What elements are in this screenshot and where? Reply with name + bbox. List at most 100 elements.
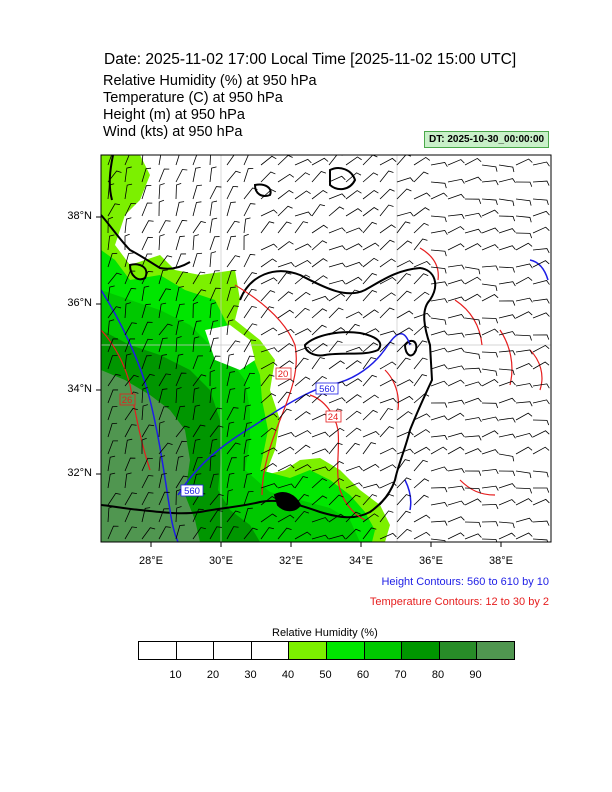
wind-barb	[192, 289, 207, 302]
wind-barb	[498, 228, 516, 234]
wind-barb	[192, 457, 203, 472]
wind-barb	[532, 470, 549, 478]
wind-barb	[124, 322, 137, 336]
wind-barbs	[107, 155, 550, 542]
lat-label-32: 32°N	[67, 467, 92, 479]
wind-barb	[260, 189, 277, 200]
wind-barb	[345, 323, 360, 336]
wind-barb	[481, 164, 498, 172]
wind-barb	[311, 295, 329, 302]
wind-barb	[141, 185, 152, 200]
wind-barb	[158, 442, 173, 455]
wind-barb	[413, 494, 429, 506]
wind-barb	[515, 383, 533, 389]
colorbar-cell	[477, 642, 514, 659]
wind-barb	[362, 309, 379, 319]
wind-barb	[141, 355, 152, 370]
wind-barb	[209, 425, 224, 438]
wind-barb	[243, 355, 255, 370]
wind-barb	[481, 485, 499, 491]
wind-barb	[362, 513, 379, 523]
wind-barb	[345, 378, 363, 387]
height-contour-note: Height Contours: 560 to 610 by 10	[381, 576, 549, 588]
wind-barb	[430, 230, 448, 235]
wind-barb	[243, 187, 258, 200]
wind-barb	[345, 410, 362, 421]
wind-barb	[158, 455, 166, 472]
wind-barb	[311, 157, 329, 166]
wind-barb	[158, 288, 171, 302]
temp-label-1: 20	[278, 369, 289, 380]
wind-barb	[396, 177, 414, 183]
wind-barb	[532, 161, 550, 167]
wind-barb	[532, 180, 550, 186]
wind-barb	[226, 235, 237, 251]
wind-barb	[107, 422, 118, 438]
wind-barb	[277, 343, 294, 353]
wind-barb	[209, 287, 221, 302]
wind-barb	[413, 207, 430, 217]
wind-barb	[124, 270, 136, 285]
wind-barb	[209, 337, 219, 353]
wind-barb	[498, 470, 516, 477]
wind-barb	[532, 361, 550, 370]
wind-barb	[243, 473, 253, 489]
variable-unit: (kts)	[140, 124, 169, 140]
wind-barb	[498, 314, 516, 320]
wind-barb	[464, 243, 482, 251]
wind-barb	[141, 437, 147, 455]
wind-barb	[277, 173, 295, 183]
wind-barb	[362, 394, 379, 404]
wind-barb	[362, 342, 379, 353]
wind-barb	[209, 155, 211, 166]
colorbar-tick-label: 60	[356, 669, 370, 681]
wind-barb	[328, 397, 346, 404]
wind-barb	[226, 489, 234, 506]
wind-barb	[464, 266, 481, 275]
wind-barb	[515, 242, 533, 251]
wind-barb	[311, 357, 325, 370]
wind-barb	[447, 399, 465, 405]
wind-barb	[396, 431, 414, 438]
wind-barb	[430, 435, 448, 441]
wind-barb	[311, 431, 329, 438]
wind-barb	[226, 421, 235, 438]
variable-unit: (%)	[219, 73, 243, 89]
wind-barb	[396, 188, 412, 200]
wind-barb	[192, 234, 199, 251]
wind-barb	[345, 442, 360, 455]
wind-barb	[124, 508, 136, 523]
wind-barb	[379, 379, 397, 387]
wind-barb	[311, 275, 328, 285]
wind-barb	[345, 482, 363, 489]
wind-barb	[430, 502, 448, 507]
wind-barb	[141, 167, 152, 183]
wind-barb	[294, 259, 312, 268]
wind-barb	[175, 182, 182, 200]
wind-barb	[175, 405, 186, 421]
wind-barb	[175, 319, 184, 336]
lat-label-38: 38°N	[67, 210, 92, 222]
wind-barb	[464, 317, 481, 325]
wind-barb	[124, 438, 133, 455]
wind-barb	[277, 309, 294, 319]
wind-barb	[532, 430, 550, 438]
wind-barb	[515, 412, 533, 421]
wind-barb	[243, 372, 255, 387]
wind-barb	[532, 399, 550, 405]
wind-barb	[175, 253, 187, 268]
wind-barb	[107, 492, 121, 506]
wind-barb	[311, 448, 329, 455]
wind-barb	[294, 393, 311, 404]
wind-barb	[328, 293, 346, 302]
wind-barb	[277, 272, 292, 285]
wind-barb	[107, 272, 122, 285]
wind-barb	[209, 236, 220, 251]
wind-barb	[481, 449, 499, 455]
wind-barb	[498, 245, 516, 251]
wind-barb	[141, 475, 154, 489]
wind-barb	[430, 466, 448, 472]
wind-barb	[464, 470, 482, 476]
wind-barb	[515, 263, 533, 269]
